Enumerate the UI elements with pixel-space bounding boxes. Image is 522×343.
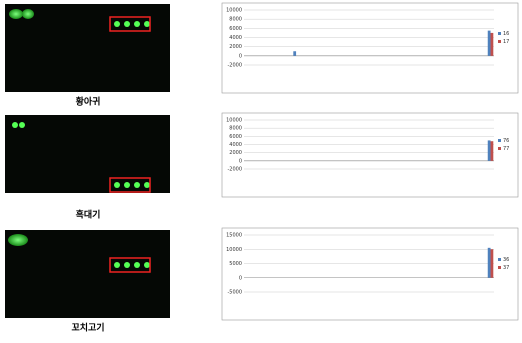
array-image xyxy=(5,4,170,92)
array-image xyxy=(5,230,170,318)
y-tick-label: 2000 xyxy=(229,150,242,156)
legend-label: 16 xyxy=(503,31,509,37)
bar xyxy=(490,249,494,278)
legend-swatch xyxy=(498,40,501,43)
caption: 흑대기 xyxy=(76,209,101,221)
bar xyxy=(490,32,494,56)
legend-label: 76 xyxy=(503,138,509,144)
y-tick-label: -5000 xyxy=(227,290,242,296)
y-tick-label: 4000 xyxy=(229,142,242,148)
y-tick-label: 0 xyxy=(239,53,242,59)
legend-swatch xyxy=(498,139,501,142)
y-tick-label: 0 xyxy=(239,275,242,281)
y-tick-label: 10000 xyxy=(226,8,242,14)
y-tick-label: 4000 xyxy=(229,35,242,41)
y-tick-label: 0 xyxy=(239,158,242,164)
chart-frame xyxy=(221,227,519,321)
array-image xyxy=(5,115,170,193)
y-tick-label: 10000 xyxy=(226,118,242,124)
y-tick-label: -2000 xyxy=(227,167,242,173)
chart-frame xyxy=(221,2,519,94)
caption: 꼬치고기 xyxy=(71,322,104,334)
legend-swatch xyxy=(498,147,501,150)
y-tick-label: 8000 xyxy=(229,17,242,23)
bar xyxy=(487,140,491,161)
chart-frame xyxy=(221,112,519,198)
legend-swatch xyxy=(498,266,501,269)
legend-label: 17 xyxy=(503,39,509,45)
legend-label: 37 xyxy=(503,265,509,271)
y-tick-label: 10000 xyxy=(226,247,242,253)
y-tick-label: 2000 xyxy=(229,44,242,50)
bar xyxy=(487,247,491,278)
caption: 황아귀 xyxy=(76,96,101,108)
legend-label: 77 xyxy=(503,146,509,152)
legend-swatch xyxy=(498,32,501,35)
y-tick-label: 8000 xyxy=(229,126,242,132)
bar xyxy=(293,51,297,56)
y-tick-label: 6000 xyxy=(229,134,242,140)
y-tick-label: 6000 xyxy=(229,26,242,32)
y-tick-label: 5000 xyxy=(229,261,242,267)
bar xyxy=(490,141,494,161)
bar xyxy=(487,30,491,56)
legend-label: 36 xyxy=(503,257,509,263)
y-tick-label: -2000 xyxy=(227,63,242,69)
y-tick-label: 15000 xyxy=(226,233,242,239)
legend-swatch xyxy=(498,258,501,261)
